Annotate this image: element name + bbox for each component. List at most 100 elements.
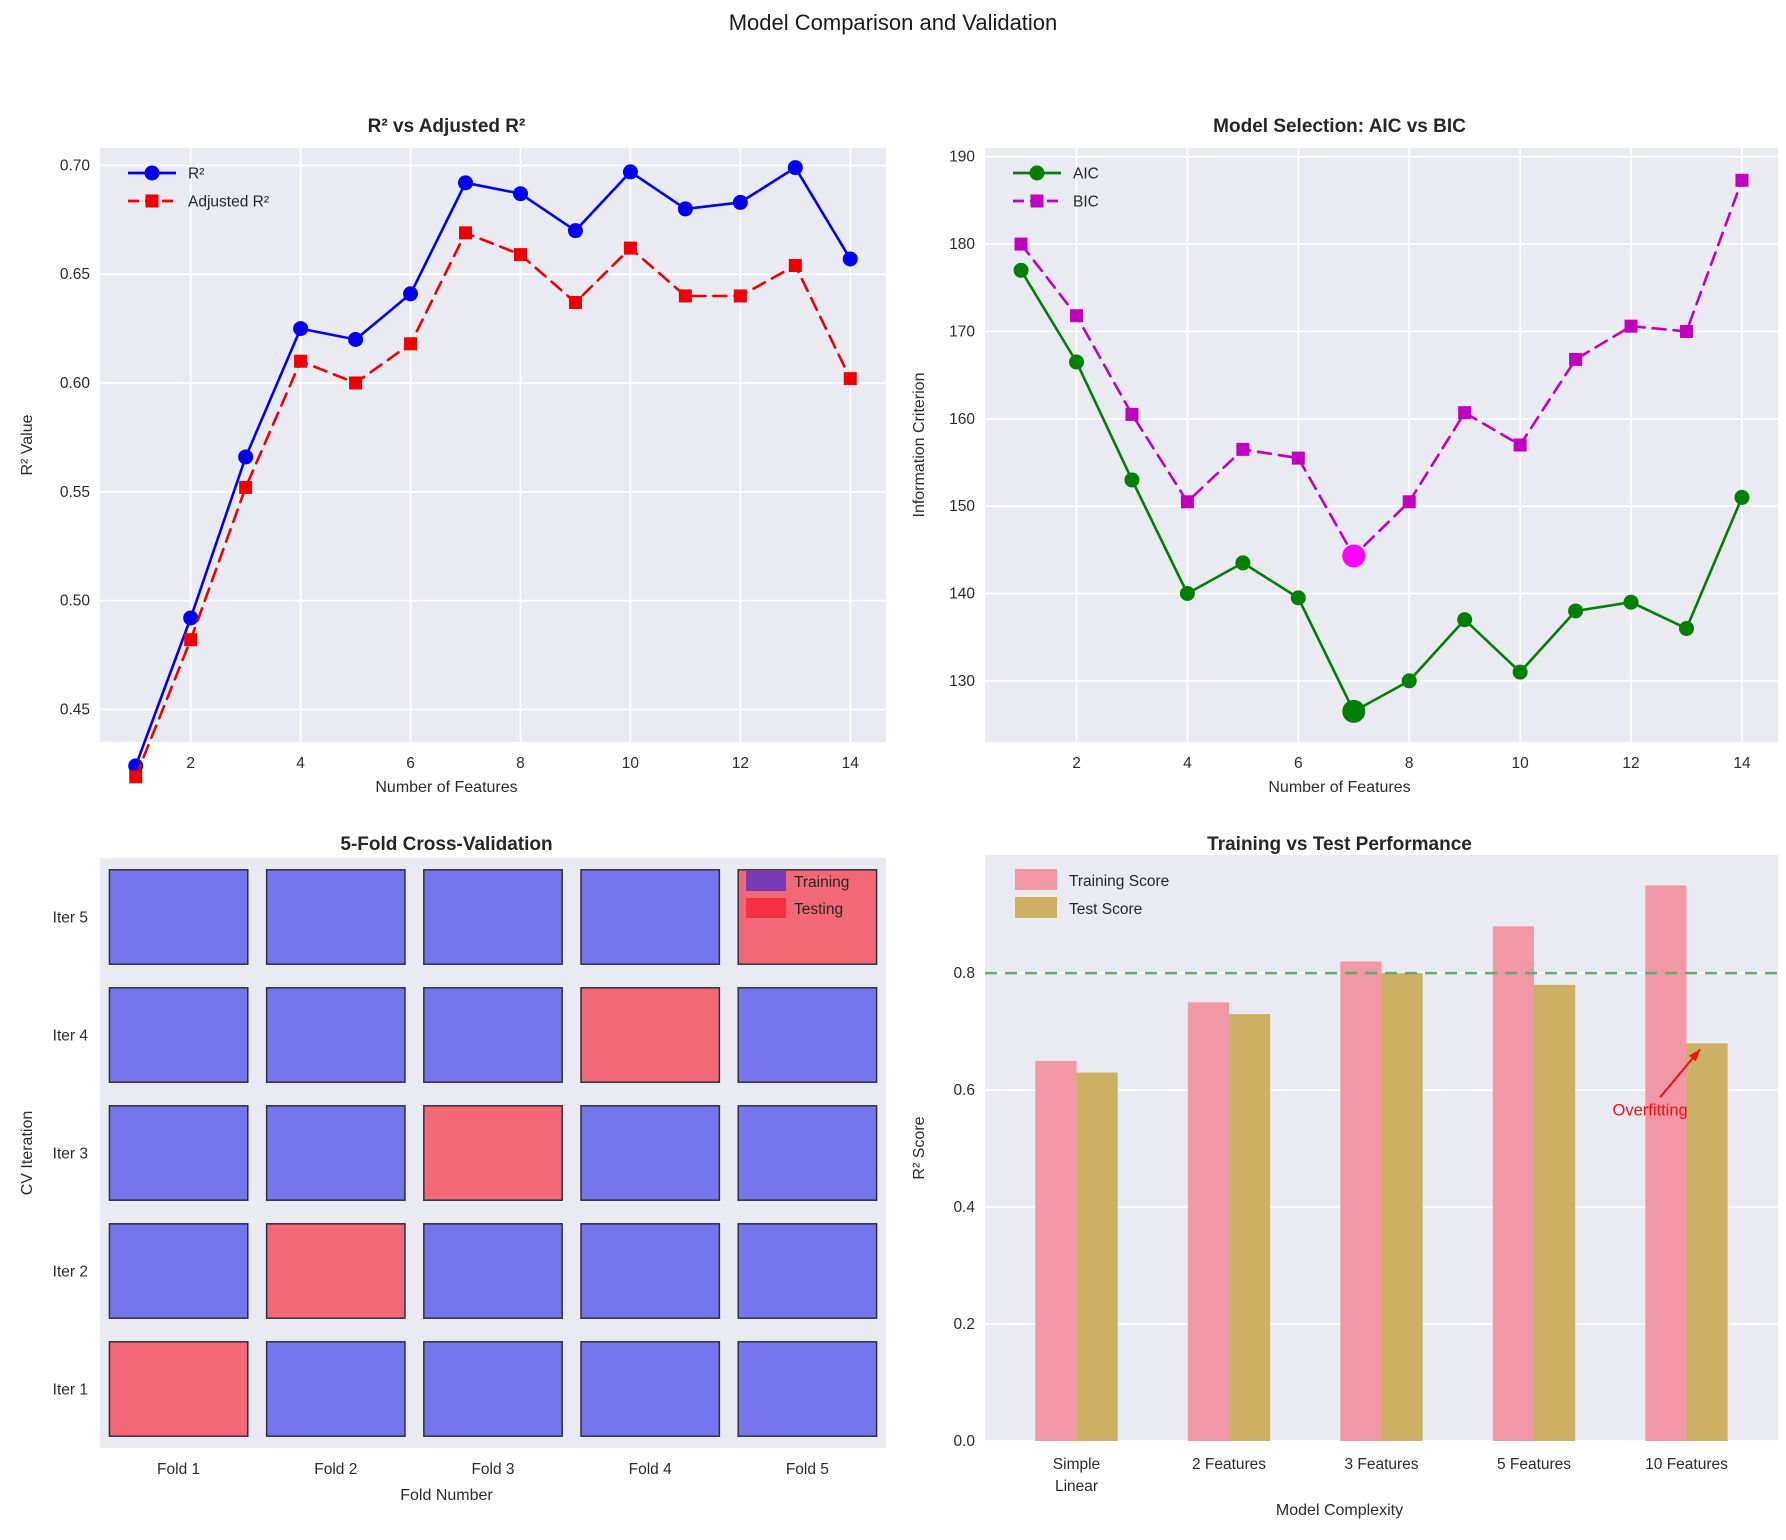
plot-area-r2: 0.45 0.50 0.55 0.60 0.65 0.70 2 4 6 8 10 12 14 R² Adju… — [60, 148, 886, 784]
tick-label: Iter 4 — [53, 1028, 89, 1045]
tick-label: 180 — [949, 236, 975, 253]
tick-label: Fold 5 — [786, 1461, 829, 1478]
tick-label: Iter 1 — [53, 1382, 88, 1399]
bar-training-score — [1340, 961, 1382, 1441]
category-labels: Simple Linear 2 Features 3 Features 5 Featur… — [1053, 1456, 1728, 1495]
legend: AIC BIC — [1013, 165, 1099, 211]
legend: Training Score Test Score — [1015, 869, 1169, 918]
cv-cell-training — [580, 1223, 721, 1319]
legend-label: Adjusted R² — [188, 194, 269, 211]
plot-area-bars: 0.0 0.2 0.4 0.6 0.8 Simple Linear 2 Features 3 F… — [953, 855, 1778, 1495]
tick-label: 10 — [1512, 755, 1530, 772]
bar-test-score — [1381, 973, 1423, 1441]
tick-label: 130 — [949, 673, 975, 690]
cv-cell-training — [737, 1341, 878, 1437]
tick-label: Fold 1 — [157, 1461, 200, 1478]
bar-training-score — [1035, 1060, 1077, 1441]
tick-label: 12 — [1622, 755, 1639, 772]
cv-cell-training — [580, 1341, 721, 1437]
tick-label: 0.0 — [953, 1433, 975, 1450]
series-bic — [1014, 173, 1749, 563]
tick-label: 2 Features — [1192, 1456, 1266, 1473]
tick-label: 8 — [516, 755, 525, 772]
cv-cell-training — [108, 1223, 249, 1319]
tick-label: 10 Features — [1645, 1456, 1728, 1473]
x-axis-label: Fold Number — [400, 1487, 493, 1504]
chart-title: R² vs Adjusted R² — [367, 115, 526, 137]
plot-area-cv: Iter 1 Iter 2 Iter 3 Iter 4 Iter 5 Fold 1 Fold… — [53, 858, 886, 1479]
overfitting-annotation: Overfitting — [1612, 1048, 1701, 1119]
tick-label: 0.50 — [60, 593, 91, 610]
annotation-text: Overfitting — [1612, 1101, 1687, 1119]
cv-cell-training — [423, 869, 563, 965]
tick-label: 0.65 — [60, 266, 90, 283]
tick-label: 0.2 — [953, 1316, 975, 1333]
tick-label: Iter 3 — [53, 1146, 88, 1163]
plot-area-aic-bic: 130 140 150 160 170 180 190 2 4 6 8 10 12 14 AIC BIC — [949, 148, 1778, 772]
figure-suptitle: Model Comparison and Validation — [728, 10, 1058, 35]
tick-label: 6 — [406, 755, 415, 772]
axis-tick-labels: 130 140 150 160 170 180 190 2 4 6 8 10 12 14 — [949, 149, 1751, 772]
tick-label: Fold 2 — [314, 1461, 357, 1478]
tick-label: 0.60 — [60, 375, 91, 392]
cv-cell-testing — [265, 1223, 406, 1319]
chart-title: Training vs Test Performance — [1207, 833, 1472, 855]
cv-cell-training — [737, 1223, 878, 1319]
tick-label: 0.70 — [60, 157, 91, 174]
tick-label: 0.55 — [60, 484, 90, 501]
tick-label: 2 — [1072, 755, 1081, 772]
x-axis-label: Number of Features — [1268, 779, 1411, 796]
tick-label: 160 — [949, 411, 975, 428]
legend: R² Adjusted R² — [128, 165, 269, 211]
bar-training-score — [1187, 1002, 1229, 1441]
tick-label: 4 — [296, 755, 305, 772]
bars — [1035, 885, 1728, 1441]
legend-label: Training — [794, 874, 849, 891]
tick-label: Iter 2 — [53, 1264, 88, 1281]
tick-label: 3 Features — [1344, 1456, 1418, 1473]
cv-cell-testing — [423, 1105, 563, 1201]
tick-label: 2 — [186, 755, 195, 772]
cv-cells — [108, 869, 878, 1437]
cv-cell-training — [423, 1223, 563, 1319]
tick-label: 150 — [949, 498, 975, 515]
highlighted-minimum-points — [1342, 544, 1366, 723]
tick-label: 0.45 — [60, 701, 90, 718]
legend-label: R² — [188, 166, 204, 183]
tick-label: 0.4 — [953, 1199, 975, 1216]
bar-training-score — [1492, 926, 1534, 1441]
legend-label: BIC — [1073, 194, 1099, 211]
tick-label: 140 — [949, 586, 975, 603]
legend-label: Test Score — [1069, 901, 1142, 918]
tick-label: Simple Linear — [1053, 1456, 1100, 1495]
cv-cell-training — [580, 869, 721, 965]
tick-label: 8 — [1405, 755, 1414, 772]
bar-training-score — [1645, 885, 1687, 1441]
tick-label: 0.6 — [953, 1082, 975, 1099]
axis-tick-labels: 0.45 0.50 0.55 0.60 0.65 0.70 2 4 6 8 10 12 14 — [60, 157, 859, 772]
tick-label: 12 — [732, 755, 749, 772]
tick-label: 4 — [1183, 755, 1192, 772]
chart-title: Model Selection: AIC vs BIC — [1213, 115, 1466, 137]
axis-tick-labels: 0.0 0.2 0.4 0.6 0.8 — [953, 965, 975, 1450]
cv-cell-training — [108, 869, 249, 965]
tick-label: 10 — [622, 755, 640, 772]
x-axis-label: Number of Features — [375, 779, 518, 796]
tick-label: Fold 3 — [471, 1461, 514, 1478]
cv-cell-training — [737, 987, 878, 1083]
tick-label: 170 — [949, 323, 975, 340]
tick-label: Iter 5 — [53, 910, 88, 927]
cv-cell-training — [265, 1341, 406, 1437]
series-r² — [128, 160, 858, 774]
cv-cell-testing — [108, 1341, 249, 1437]
tick-label: 6 — [1294, 755, 1303, 772]
cv-cell-training — [108, 987, 249, 1083]
axis-tick-labels: Iter 1 Iter 2 Iter 3 Iter 4 Iter 5 Fold 1 Fold… — [53, 910, 829, 1479]
tick-label: 5 Features — [1497, 1456, 1571, 1473]
legend: Training Testing — [746, 871, 849, 918]
legend-label: Training Score — [1069, 873, 1169, 890]
legend-label: AIC — [1073, 166, 1099, 183]
x-axis-label: Model Complexity — [1275, 1502, 1404, 1519]
tick-label: 14 — [842, 755, 860, 772]
